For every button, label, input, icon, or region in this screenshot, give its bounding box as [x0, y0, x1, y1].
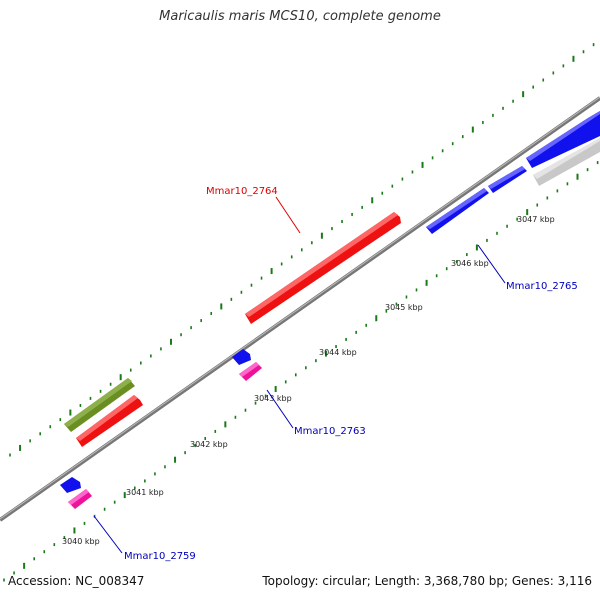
tick-label: 3044 kbp: [319, 348, 357, 357]
gene-blue-reverse-2[interactable]: [488, 166, 527, 193]
leader-line-2765: [477, 244, 506, 284]
tick-label: 3042 kbp: [190, 440, 228, 449]
gene-mmar10-2759[interactable]: [60, 477, 81, 493]
tick-label: 3040 kbp: [62, 537, 100, 546]
leader-line-2759: [93, 515, 123, 554]
gene-grey[interactable]: [533, 138, 600, 186]
gene-blue-forward-1[interactable]: [526, 111, 600, 168]
gene-pink-3040[interactable]: [68, 489, 92, 509]
gene-mmar10-2764[interactable]: [245, 212, 401, 324]
gene-pink-3043[interactable]: [239, 362, 262, 381]
gene-label-mmar10-2763[interactable]: Mmar10_2763: [294, 426, 366, 437]
tick-label: 3041 kbp: [126, 488, 164, 497]
gene-label-mmar10-2759[interactable]: Mmar10_2759: [124, 551, 196, 562]
genome-backbone: [0, 96, 600, 522]
leader-line-2763: [266, 389, 294, 429]
tick-label: 3046 kbp: [451, 259, 489, 268]
outer-tick-row: [9, 43, 595, 457]
inner-tick-row: [3, 161, 599, 582]
topology-text: Topology: circular; Length: 3,368,780 bp…: [262, 574, 592, 588]
map-title: Maricaulis maris MCS10, complete genome: [159, 9, 441, 24]
gene-label-mmar10-2764[interactable]: Mmar10_2764: [206, 186, 278, 197]
leader-line-2764: [275, 196, 301, 234]
gene-olive[interactable]: [64, 378, 135, 432]
accession-text: Accession: NC_008347: [8, 574, 145, 588]
tick-label: 3045 kbp: [385, 303, 423, 312]
gene-mmar10-2765[interactable]: [426, 188, 489, 234]
gene-red-small[interactable]: [76, 395, 143, 447]
tick-label: 3047 kbp: [517, 215, 555, 224]
gene-mmar10-2763[interactable]: [232, 349, 251, 365]
gene-label-mmar10-2765[interactable]: Mmar10_2765: [506, 281, 578, 292]
